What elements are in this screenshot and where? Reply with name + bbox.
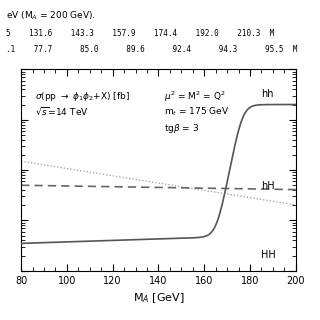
Text: hh: hh xyxy=(261,89,274,99)
Text: $\sqrt{s}$=14 TeV: $\sqrt{s}$=14 TeV xyxy=(35,106,89,117)
Text: $\sigma$(pp $\rightarrow$ $\phi_1\phi_2$+X) [fb]: $\sigma$(pp $\rightarrow$ $\phi_1\phi_2$… xyxy=(35,90,130,102)
Text: .1    77.7      85.0      89.6      92.4      94.3      95.5  M: .1 77.7 85.0 89.6 92.4 94.3 95.5 M xyxy=(6,45,298,54)
Text: 5    131.6    143.3    157.9    174.4    192.0    210.3  M: 5 131.6 143.3 157.9 174.4 192.0 210.3 M xyxy=(6,29,275,38)
Text: hH: hH xyxy=(261,181,275,191)
Text: tg$\beta$ = 3: tg$\beta$ = 3 xyxy=(164,122,199,135)
Text: $\mu^2$ = M$^2$ = Q$^2$: $\mu^2$ = M$^2$ = Q$^2$ xyxy=(164,90,226,104)
Text: eV (M$_A$ = 200 GeV).: eV (M$_A$ = 200 GeV). xyxy=(6,10,96,22)
X-axis label: M$_A$ [GeV]: M$_A$ [GeV] xyxy=(132,291,184,305)
Text: HH: HH xyxy=(261,250,276,260)
Text: m$_t$ = 175 GeV: m$_t$ = 175 GeV xyxy=(164,106,229,118)
